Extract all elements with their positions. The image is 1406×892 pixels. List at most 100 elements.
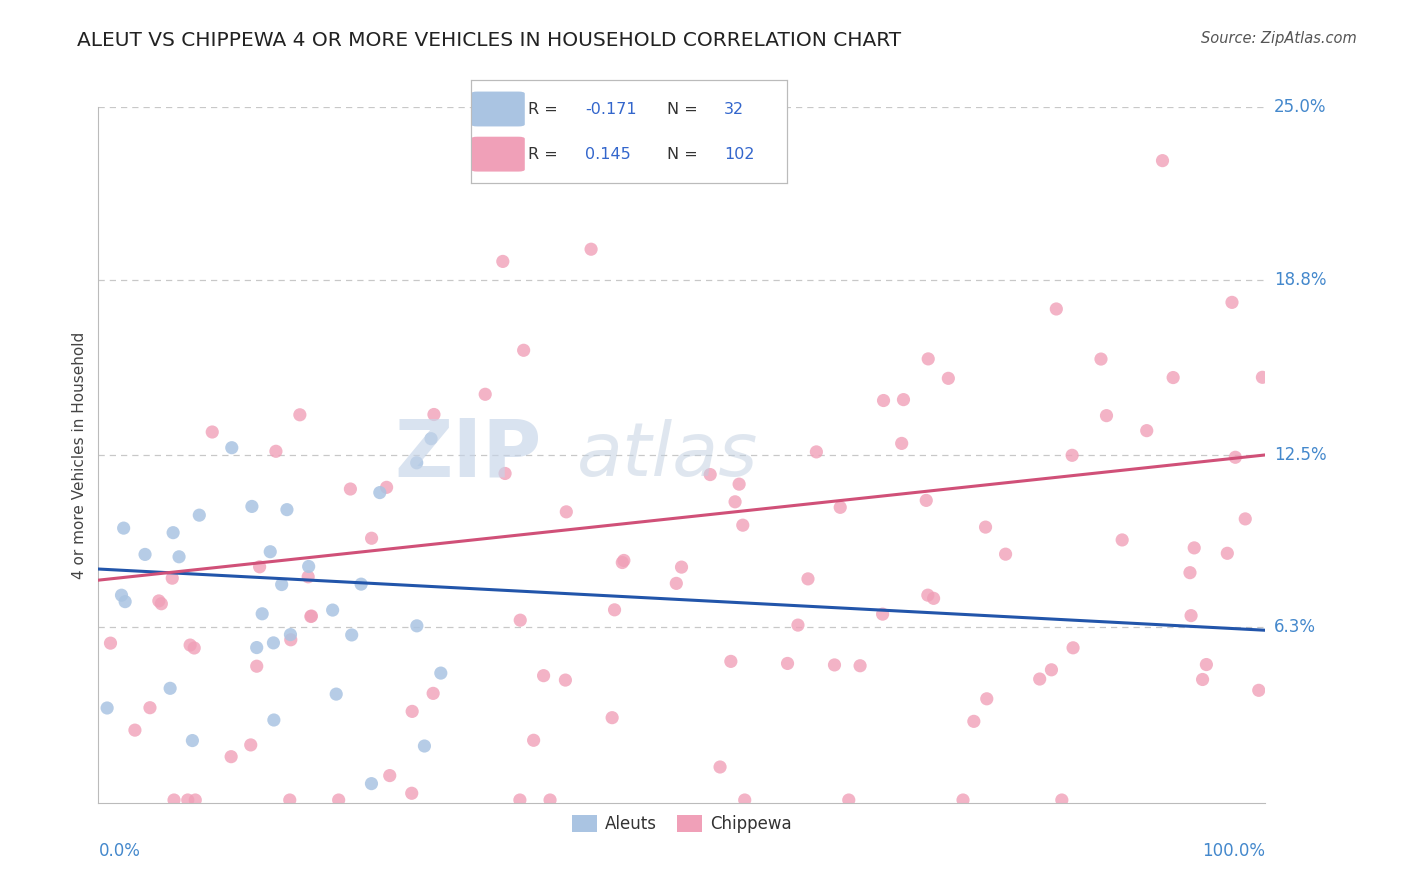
Point bbox=[492, 254, 515, 268]
Point bbox=[328, 793, 350, 807]
Point bbox=[124, 723, 146, 738]
Point bbox=[110, 588, 132, 602]
Point bbox=[838, 793, 860, 807]
Point bbox=[509, 793, 531, 807]
Point bbox=[849, 658, 872, 673]
Point bbox=[1191, 673, 1213, 687]
Point bbox=[163, 793, 186, 807]
Point bbox=[1247, 683, 1270, 698]
Point bbox=[250, 607, 273, 621]
Point bbox=[1182, 541, 1205, 555]
Point bbox=[322, 603, 344, 617]
Point bbox=[1111, 533, 1133, 547]
Text: 102: 102 bbox=[724, 146, 755, 161]
Point bbox=[1225, 450, 1247, 465]
Point bbox=[494, 467, 516, 481]
Point bbox=[555, 505, 578, 519]
Point bbox=[325, 687, 347, 701]
Point bbox=[612, 556, 634, 570]
Point bbox=[893, 392, 915, 407]
Point bbox=[872, 393, 894, 408]
Point bbox=[1161, 370, 1184, 384]
Text: 0.0%: 0.0% bbox=[98, 842, 141, 860]
Point bbox=[579, 242, 602, 256]
Point bbox=[246, 659, 269, 673]
Point bbox=[249, 559, 271, 574]
Text: ALEUT VS CHIPPEWA 4 OR MORE VEHICLES IN HOUSEHOLD CORRELATION CHART: ALEUT VS CHIPPEWA 4 OR MORE VEHICLES IN … bbox=[77, 31, 901, 50]
FancyBboxPatch shape bbox=[471, 136, 524, 171]
Point bbox=[162, 525, 184, 540]
Point bbox=[512, 343, 534, 358]
Point bbox=[1095, 409, 1118, 423]
Point bbox=[613, 553, 636, 567]
Point bbox=[181, 733, 204, 747]
Point bbox=[280, 632, 302, 647]
Point bbox=[112, 521, 135, 535]
Point bbox=[420, 432, 443, 446]
Point bbox=[936, 371, 959, 385]
Point bbox=[422, 686, 444, 700]
Point bbox=[952, 793, 974, 807]
Point bbox=[731, 518, 754, 533]
Point bbox=[1028, 672, 1050, 686]
Point bbox=[709, 760, 731, 774]
Point bbox=[134, 548, 156, 562]
Point bbox=[288, 408, 311, 422]
Point bbox=[114, 594, 136, 608]
Point bbox=[246, 640, 269, 655]
Point bbox=[994, 547, 1017, 561]
Point bbox=[976, 691, 998, 706]
Point bbox=[148, 594, 170, 608]
Point bbox=[1090, 352, 1112, 367]
Point bbox=[221, 441, 243, 455]
Point bbox=[665, 576, 688, 591]
Point bbox=[1152, 153, 1174, 168]
Point bbox=[350, 577, 373, 591]
Point bbox=[360, 777, 382, 791]
Point bbox=[974, 520, 997, 534]
Point bbox=[830, 500, 852, 515]
Point bbox=[262, 636, 284, 650]
Text: Source: ZipAtlas.com: Source: ZipAtlas.com bbox=[1201, 31, 1357, 46]
Point bbox=[167, 549, 190, 564]
Point bbox=[179, 638, 201, 652]
Point bbox=[276, 502, 298, 516]
Point bbox=[699, 467, 721, 482]
Point bbox=[278, 793, 301, 807]
Point bbox=[915, 493, 938, 508]
Point bbox=[1180, 608, 1202, 623]
Point bbox=[917, 588, 939, 602]
Point bbox=[1251, 370, 1274, 384]
Text: 0.145: 0.145 bbox=[585, 146, 631, 161]
Point bbox=[824, 657, 846, 672]
Point bbox=[671, 560, 693, 574]
Legend: Aleuts, Chippewa: Aleuts, Chippewa bbox=[565, 808, 799, 839]
Point bbox=[299, 609, 322, 624]
Point bbox=[100, 636, 122, 650]
Point bbox=[1040, 663, 1063, 677]
Point bbox=[183, 640, 205, 655]
Point bbox=[360, 531, 382, 545]
Point bbox=[201, 425, 224, 439]
Point bbox=[872, 607, 894, 621]
Point bbox=[1062, 640, 1084, 655]
Point bbox=[264, 444, 287, 458]
Point bbox=[297, 570, 319, 584]
Point bbox=[423, 408, 446, 422]
Point bbox=[806, 445, 828, 459]
Point bbox=[600, 711, 623, 725]
Point bbox=[150, 597, 173, 611]
Point bbox=[734, 793, 756, 807]
Text: 100.0%: 100.0% bbox=[1202, 842, 1265, 860]
Text: 6.3%: 6.3% bbox=[1274, 618, 1316, 637]
Point bbox=[405, 456, 427, 470]
Point bbox=[378, 768, 401, 782]
Point bbox=[1220, 295, 1243, 310]
Point bbox=[963, 714, 986, 729]
Point bbox=[728, 477, 751, 491]
Point bbox=[401, 705, 423, 719]
FancyBboxPatch shape bbox=[471, 92, 524, 127]
Point bbox=[523, 733, 546, 747]
Point bbox=[177, 793, 200, 807]
Text: R =: R = bbox=[529, 102, 558, 117]
